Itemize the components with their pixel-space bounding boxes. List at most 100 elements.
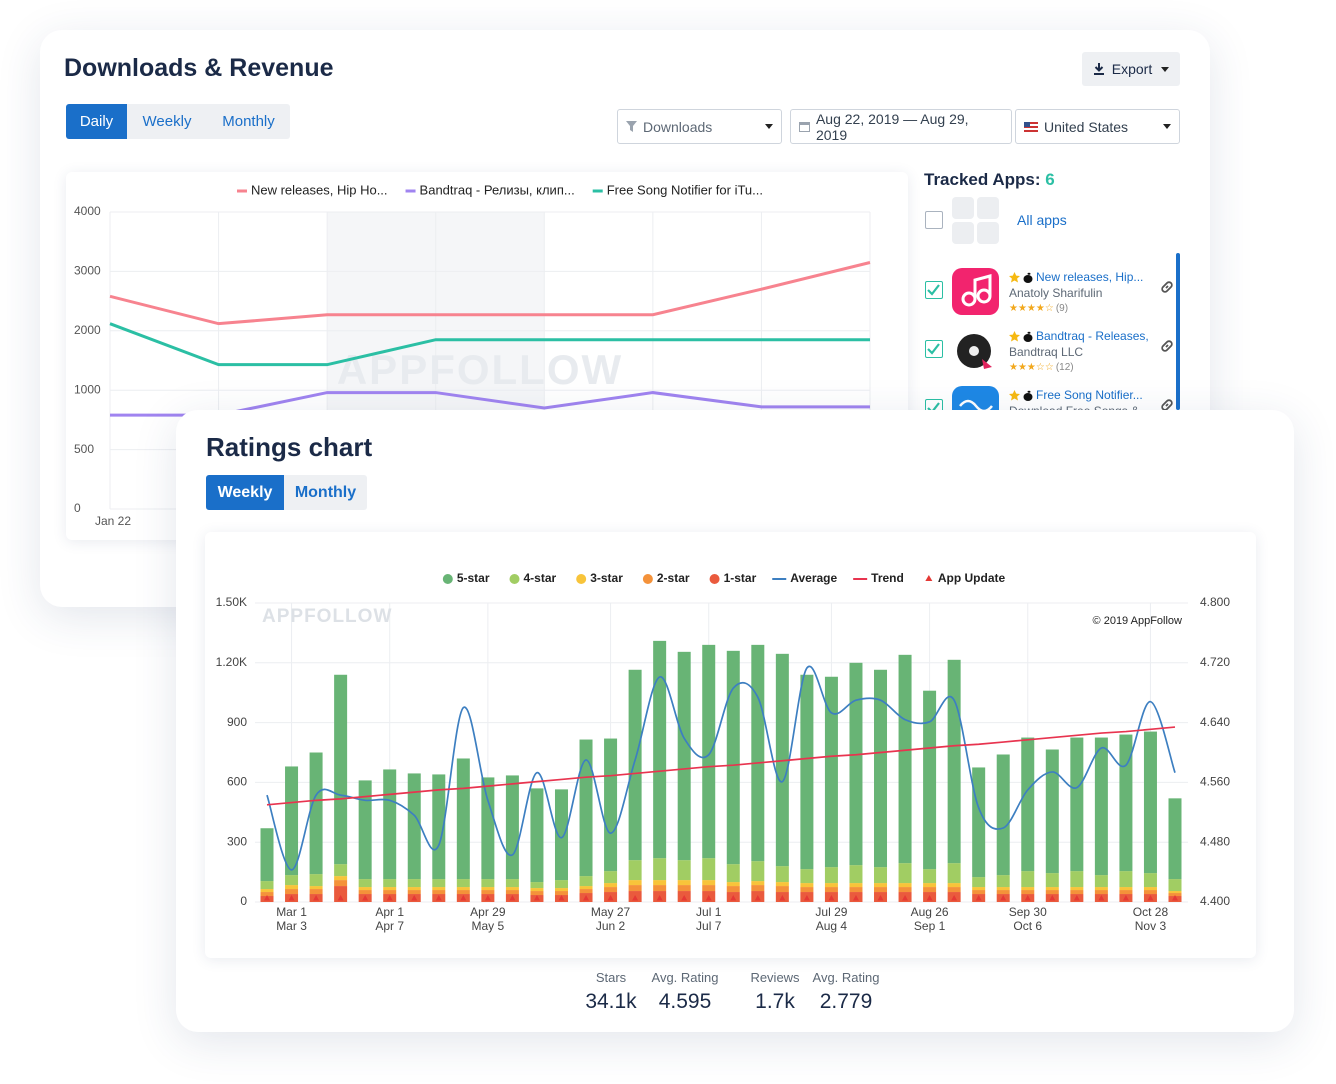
bar-segment (432, 774, 446, 880)
bar-segment (579, 889, 593, 894)
legend-marker (925, 575, 933, 581)
bar-segment (800, 883, 814, 888)
bar-segment (628, 885, 642, 892)
update-marker (460, 895, 467, 901)
tab[interactable]: Weekly (127, 104, 207, 139)
bar-segment (972, 887, 986, 891)
bar-segment (947, 887, 961, 893)
bar-segment (1119, 871, 1133, 888)
bar-segment (898, 863, 912, 884)
link-button[interactable] (1160, 398, 1174, 410)
bar-segment (972, 877, 986, 888)
y2-tick-label: 4.560 (1200, 775, 1230, 789)
series-line (109, 322, 870, 367)
bar-segment (481, 887, 495, 891)
bar-segment (972, 767, 986, 878)
legend-label: 1-star (724, 571, 757, 585)
favorite-icon (1009, 389, 1020, 400)
apple (1023, 392, 1033, 401)
check (927, 284, 940, 296)
legend-item: 5-star (442, 571, 490, 585)
link-button[interactable] (1160, 280, 1174, 299)
bar-segment (775, 866, 789, 883)
y2-tick-label: 4.800 (1200, 595, 1230, 609)
y2-tick-label: 4.720 (1200, 655, 1230, 669)
update-marker (1147, 895, 1154, 901)
bar-segment (554, 891, 568, 896)
bar-segment (1119, 887, 1133, 891)
checkbox[interactable] (925, 281, 943, 299)
app-name[interactable]: Bandtraq - Releases, (1036, 329, 1149, 343)
bar-segment (751, 861, 765, 882)
bar-segment (358, 890, 372, 895)
bar-segment (874, 867, 888, 884)
update-marker (1049, 895, 1056, 901)
legend-marker (709, 574, 720, 584)
tab[interactable]: Monthly (284, 475, 367, 510)
bar-segment (1143, 873, 1157, 888)
tab[interactable]: Weekly (206, 475, 284, 510)
caret (1161, 66, 1170, 72)
export-button[interactable]: Export (1082, 52, 1180, 86)
update-marker (386, 895, 393, 901)
link-icon (1161, 340, 1173, 352)
bar-segment (334, 674, 348, 865)
star (1009, 330, 1020, 341)
scrollbar (1176, 253, 1180, 410)
all-apps-link[interactable]: All apps (1017, 212, 1067, 228)
app-developer: Download Free Songs & ... (1009, 403, 1159, 410)
app-name[interactable]: Free Song Notifier... (1036, 388, 1143, 402)
update-marker (754, 895, 761, 901)
checkbox[interactable] (925, 211, 943, 229)
legend-item: Free Song Notifier for iTu... (592, 182, 763, 197)
bar-segment (726, 882, 740, 887)
period-tabs: Daily Weekly Monthly (66, 104, 290, 139)
update-marker (1172, 895, 1178, 901)
rating-stars: ★★★☆☆ (1009, 362, 1054, 373)
bar-segment (849, 662, 863, 866)
app-name[interactable]: New releases, Hip... (1036, 270, 1144, 284)
update-marker (730, 895, 737, 901)
y2-tick-label: 4.400 (1200, 894, 1230, 908)
bar-segment (800, 674, 814, 870)
bar-segment (432, 879, 446, 888)
bar-segment (824, 867, 838, 884)
bar-segment (579, 886, 593, 890)
series-line (109, 261, 871, 326)
checkbox[interactable] (925, 340, 943, 358)
bar-segment (260, 881, 274, 890)
legend-item: 3-star (576, 571, 623, 585)
bar-segment (628, 669, 642, 861)
tracked-apps-title: Tracked Apps: (924, 170, 1041, 189)
bar-segment (824, 887, 838, 893)
tab[interactable]: Daily (66, 104, 127, 139)
bar-segment (1094, 887, 1108, 891)
metric-select[interactable]: Downloads (617, 109, 782, 144)
update-marker (828, 895, 835, 901)
tab[interactable]: Monthly (207, 104, 290, 139)
x-tick-label: Apr 7 (375, 919, 404, 933)
bar-segment (1070, 890, 1084, 895)
update-marker (926, 895, 933, 901)
apple (1023, 274, 1033, 283)
bar-segment (383, 769, 397, 880)
update-marker (288, 895, 295, 901)
update-marker (975, 895, 982, 901)
icon-shape (982, 359, 992, 369)
country-select[interactable]: United States (1015, 109, 1180, 144)
legend-label: New releases, Hip Ho... (251, 182, 388, 197)
bar-segment (505, 887, 519, 891)
update-marker (779, 895, 786, 901)
bar-segment (554, 789, 568, 881)
x-tick-label: Nov 3 (1135, 919, 1167, 933)
bar-segment (505, 879, 519, 888)
link-button[interactable] (1160, 339, 1174, 358)
bar-segment (285, 889, 299, 895)
bar-segment (923, 690, 937, 870)
checkbox[interactable] (925, 399, 943, 410)
icon-shape (976, 288, 992, 304)
date-select[interactable]: Aug 22, 2019 — Aug 29, 2019 (790, 109, 1012, 144)
bar-segment (677, 880, 691, 886)
bar-segment (432, 890, 446, 895)
